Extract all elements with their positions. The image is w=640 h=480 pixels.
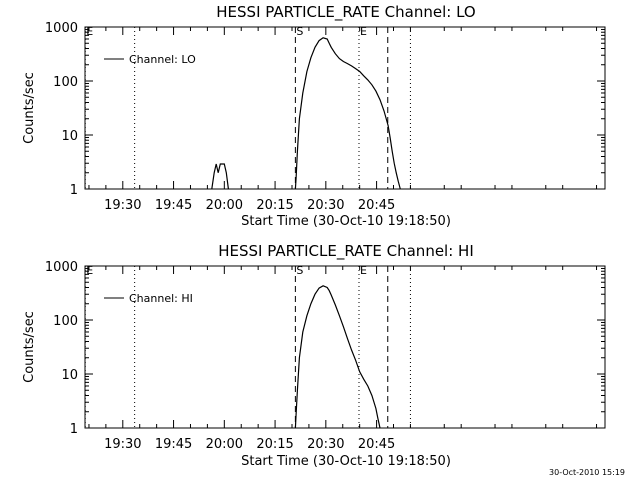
legend-label: Channel: LO	[129, 53, 196, 66]
legend: Channel: LO	[104, 53, 196, 66]
hi-channel-chart: HESSI PARTICLE_RATE Channel: HI Counts/s…	[22, 242, 606, 469]
x-tick-label: 20:00	[206, 437, 243, 452]
chart-title: HESSI PARTICLE_RATE Channel: HI	[218, 242, 474, 261]
series-line	[294, 37, 401, 190]
x-tick-label: 20:30	[307, 198, 344, 213]
x-tick-label: 19:30	[104, 437, 141, 452]
y-axis-label: Counts/sec	[22, 311, 37, 383]
y-axis-label: Counts/sec	[22, 72, 37, 144]
y-tick-label: 100	[53, 314, 78, 329]
x-tick-label: 20:30	[307, 437, 344, 452]
x-tick-label: 19:45	[155, 437, 192, 452]
time-marker-label: E	[86, 264, 93, 277]
footer-timestamp: 30-Oct-2010 15:19	[549, 468, 625, 477]
legend: Channel: HI	[104, 292, 193, 305]
chart-title: HESSI PARTICLE_RATE Channel: LO	[216, 3, 475, 22]
x-axis-label: Start Time (30-Oct-10 19:18:50)	[241, 454, 451, 469]
series-line	[294, 285, 381, 429]
x-axis-label: Start Time (30-Oct-10 19:18:50)	[241, 214, 451, 229]
y-tick-label: 10	[61, 129, 78, 144]
plot-frame	[84, 265, 606, 429]
time-marker-label: E	[360, 264, 367, 277]
x-tick-label: 20:45	[358, 437, 395, 452]
time-marker-label: E	[86, 25, 93, 38]
y-tick-label: 10	[61, 368, 78, 383]
x-tick-label: 20:15	[256, 437, 293, 452]
y-tick-label: 100	[53, 75, 78, 90]
y-tick-label: 1	[70, 183, 78, 198]
x-tick-label: 19:30	[104, 198, 141, 213]
x-tick-label: 20:00	[206, 198, 243, 213]
plot-frame	[84, 26, 606, 190]
y-tick-label: 1000	[45, 21, 78, 36]
legend-label: Channel: HI	[129, 292, 193, 305]
y-tick-label: 1	[70, 422, 78, 437]
series-line	[211, 163, 229, 190]
time-marker-label: S	[296, 25, 303, 38]
lo-channel-chart: HESSI PARTICLE_RATE Channel: LO Counts/s…	[22, 3, 606, 229]
x-tick-label: 20:15	[256, 198, 293, 213]
x-tick-label: 19:45	[155, 198, 192, 213]
time-marker-label: S	[296, 264, 303, 277]
y-tick-label: 1000	[45, 260, 78, 275]
time-marker-label: E	[360, 25, 367, 38]
x-tick-label: 20:45	[358, 198, 395, 213]
